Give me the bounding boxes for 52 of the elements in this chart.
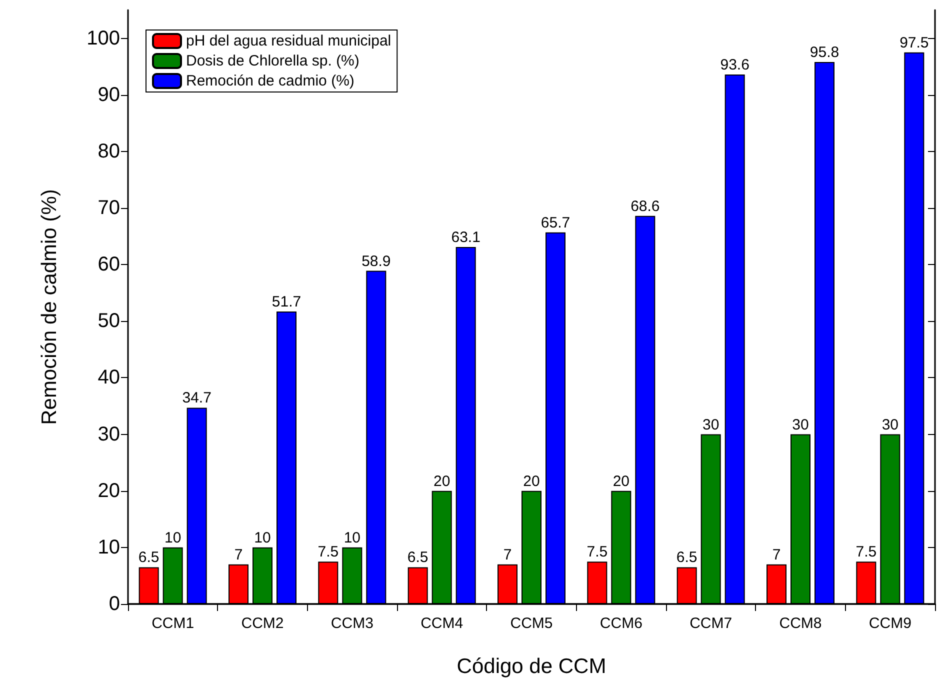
x-tick-label: CCM8	[779, 615, 822, 632]
y-axis-title: Remoción de cadmio (%)	[38, 189, 61, 425]
y-tick-label: 100	[86, 27, 120, 50]
data-label: 34.7	[182, 390, 212, 407]
y-tick-label: 40	[98, 366, 120, 389]
data-label: 10	[254, 529, 271, 546]
data-label: 10	[164, 529, 182, 546]
data-label: 20	[523, 472, 540, 490]
data-label: 58.9	[362, 252, 391, 270]
data-label: 6.5	[138, 549, 160, 566]
legend-label: Dosis de Chlorella sp. (%)	[186, 52, 360, 70]
data-label: 7	[234, 546, 243, 564]
data-label: 30	[702, 416, 720, 434]
data-label: 7	[503, 546, 512, 564]
x-tick-label: CCM2	[241, 615, 284, 632]
legend-label: pH del agua residual municipal	[186, 32, 392, 50]
data-label: 97.5	[900, 34, 929, 52]
data-label: 10	[344, 529, 361, 546]
y-tick-label: 30	[98, 423, 120, 446]
x-tick-label: CCM3	[330, 615, 374, 632]
y-tick-label: 10	[98, 536, 120, 558]
y-tick-label: 60	[98, 254, 120, 276]
y-tick-label: 80	[98, 140, 120, 162]
y-tick-label: 20	[98, 480, 120, 502]
x-axis-title: Código de CCM	[456, 655, 606, 678]
data-label: 7.5	[318, 544, 339, 561]
data-label: 95.8	[810, 44, 840, 62]
data-label: 30	[792, 416, 809, 434]
x-tick-label: CCM4	[420, 615, 464, 632]
data-label: 63.1	[451, 229, 480, 246]
data-label: 6.5	[407, 549, 428, 566]
y-tick-label: 0	[108, 593, 120, 615]
x-tick-label: CCM9	[868, 615, 912, 632]
legend-label: Remoción de cadmio (%)	[186, 72, 354, 90]
y-tick-label: 70	[98, 197, 120, 219]
data-label: 30	[882, 416, 899, 434]
x-tick-label: CCM1	[152, 615, 194, 632]
data-label: 20	[433, 472, 450, 490]
data-label: 68.6	[630, 198, 660, 215]
y-tick-label: 50	[98, 310, 120, 332]
data-label: 7.5	[856, 544, 877, 561]
data-label: 7.5	[586, 544, 608, 561]
x-tick-label: CCM6	[600, 615, 642, 632]
x-tick-label: CCM7	[690, 615, 732, 632]
data-label: 51.7	[272, 294, 302, 311]
y-tick-label: 90	[98, 84, 120, 106]
data-label: 20	[612, 472, 630, 490]
data-label: 6.5	[676, 549, 698, 566]
data-label: 7	[772, 546, 781, 564]
x-tick-label: CCM5	[510, 615, 553, 632]
data-label: 65.7	[540, 214, 570, 232]
data-label: 93.6	[720, 56, 750, 74]
